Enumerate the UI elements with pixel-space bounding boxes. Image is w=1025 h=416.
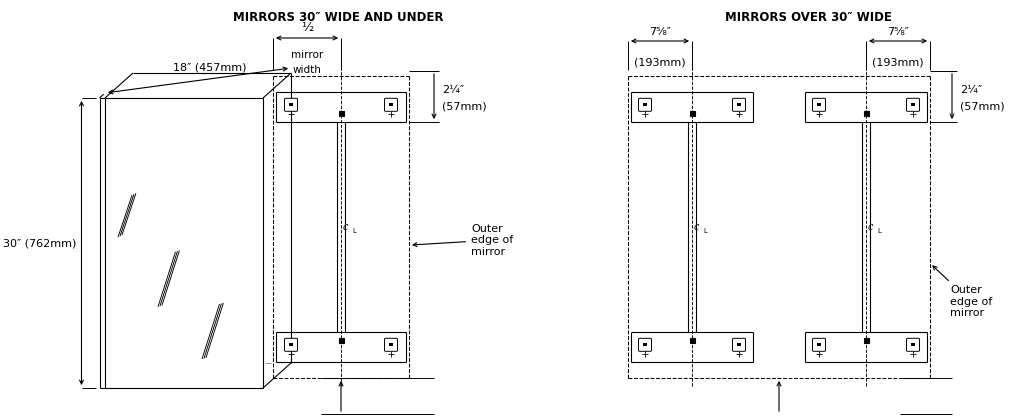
Bar <box>289 343 293 347</box>
Text: 7⁵⁄₈″: 7⁵⁄₈″ <box>649 27 671 37</box>
Bar <box>338 111 343 116</box>
FancyBboxPatch shape <box>906 338 919 351</box>
Text: mirror: mirror <box>291 50 323 60</box>
FancyBboxPatch shape <box>384 98 398 111</box>
Bar <box>737 343 741 347</box>
Text: (57mm): (57mm) <box>442 102 487 111</box>
Bar <box>737 103 741 106</box>
Text: 7⁵⁄₈″: 7⁵⁄₈″ <box>887 27 909 37</box>
Text: $\mathsf{\mathcal{C}}$: $\mathsf{\mathcal{C}}$ <box>693 222 700 232</box>
Bar <box>338 338 343 343</box>
FancyBboxPatch shape <box>733 98 745 111</box>
Bar <box>643 103 647 106</box>
Text: $\mathsf{\mathcal{C}}$: $\mathsf{\mathcal{C}}$ <box>867 222 874 232</box>
Text: 2¼″: 2¼″ <box>442 84 464 94</box>
Text: L: L <box>703 228 707 234</box>
Text: Outer
edge of
mirror: Outer edge of mirror <box>933 266 992 318</box>
Text: MIRRORS 30″ WIDE AND UNDER: MIRRORS 30″ WIDE AND UNDER <box>233 11 443 24</box>
Text: 30″ (762mm): 30″ (762mm) <box>3 238 77 248</box>
Bar <box>643 343 647 347</box>
Bar <box>817 103 821 106</box>
Bar <box>911 343 915 347</box>
Text: MIRRORS OVER 30″ WIDE: MIRRORS OVER 30″ WIDE <box>725 11 892 24</box>
Text: $\mathsf{\mathcal{C}}$: $\mathsf{\mathcal{C}}$ <box>342 222 350 232</box>
Bar <box>690 111 695 116</box>
Text: 2¼″: 2¼″ <box>960 84 982 94</box>
Bar <box>817 343 821 347</box>
FancyBboxPatch shape <box>639 98 652 111</box>
Bar <box>388 103 394 106</box>
Bar <box>388 343 394 347</box>
FancyBboxPatch shape <box>906 98 919 111</box>
FancyBboxPatch shape <box>733 338 745 351</box>
FancyBboxPatch shape <box>639 338 652 351</box>
Text: width: width <box>292 65 322 75</box>
Text: Outer
edge of
mirror: Outer edge of mirror <box>413 223 514 257</box>
Bar <box>690 338 695 343</box>
FancyBboxPatch shape <box>813 98 825 111</box>
Text: L: L <box>877 228 880 234</box>
Bar <box>863 338 868 343</box>
Text: (57mm): (57mm) <box>960 102 1004 111</box>
Text: ½: ½ <box>301 21 313 34</box>
Bar <box>863 111 868 116</box>
Text: 18″ (457mm): 18″ (457mm) <box>173 62 247 72</box>
FancyBboxPatch shape <box>813 338 825 351</box>
Bar <box>289 103 293 106</box>
Text: (193mm): (193mm) <box>872 57 924 67</box>
Text: L: L <box>352 228 356 234</box>
FancyBboxPatch shape <box>285 98 297 111</box>
Bar <box>911 103 915 106</box>
FancyBboxPatch shape <box>285 338 297 351</box>
Text: (193mm): (193mm) <box>634 57 686 67</box>
FancyBboxPatch shape <box>384 338 398 351</box>
